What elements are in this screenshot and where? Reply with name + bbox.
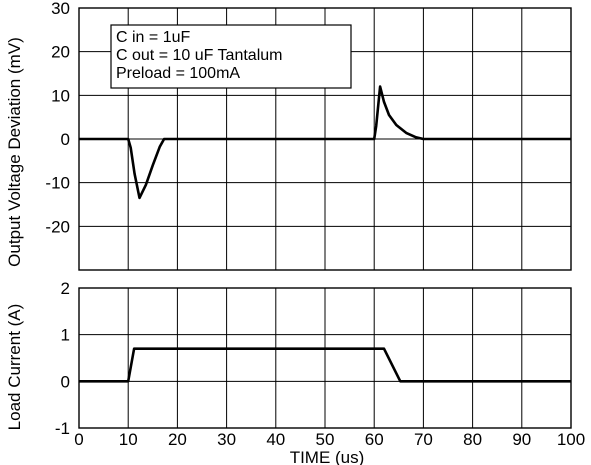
- current-y-tick-label: 2: [61, 279, 70, 298]
- voltage-trace-line: [79, 85, 571, 200]
- time-x-tick-label: 80: [463, 430, 482, 449]
- legend-box: [110, 24, 352, 89]
- voltage-y-tick-label: 0: [61, 130, 70, 149]
- voltage-deviation-axis-title: Output Voltage Deviation (mV): [5, 37, 24, 267]
- time-x-tick-label: 50: [316, 430, 335, 449]
- time-x-tick-label: 30: [217, 430, 236, 449]
- time-x-tick-label: 10: [119, 430, 138, 449]
- time-x-tick-label: 90: [512, 430, 531, 449]
- time-x-tick-label: 0: [74, 430, 83, 449]
- voltage-y-tick-label: 20: [51, 43, 70, 62]
- load-current-axis-title: Load Current (A): [5, 304, 24, 431]
- voltage-y-tick-label: 10: [51, 86, 70, 105]
- time-x-tick-label: 40: [266, 430, 285, 449]
- legend-line: Preload = 100mA: [116, 65, 240, 82]
- time-x-tick-label: 60: [365, 430, 384, 449]
- current-plot-frame: [78, 287, 572, 429]
- time-x-tick-label: 20: [168, 430, 187, 449]
- legend-line: C out = 10 uF Tantalum: [116, 47, 282, 64]
- voltage-deviation-panel: 30 20 10 0 -10 -20: [45, 0, 572, 271]
- current-y-tick-label: 0: [61, 372, 70, 391]
- time-x-tick-label: 70: [414, 430, 433, 449]
- time-x-tick-label: 100: [557, 430, 585, 449]
- voltage-y-tick-label: 30: [51, 0, 70, 18]
- time-axis-title: TIME (us): [290, 448, 365, 465]
- load-current-panel: 210-10 10 20 30 40 50 60 70 80 90 100: [55, 279, 585, 449]
- voltage-y-tick-label: -20: [45, 217, 70, 236]
- legend-line: C in = 1uF: [116, 29, 190, 46]
- current-y-tick-label: -1: [55, 419, 70, 438]
- voltage-y-tick-label: -10: [45, 174, 70, 193]
- current-y-tick-label: 1: [61, 326, 70, 345]
- current-trace-line: [79, 347, 571, 383]
